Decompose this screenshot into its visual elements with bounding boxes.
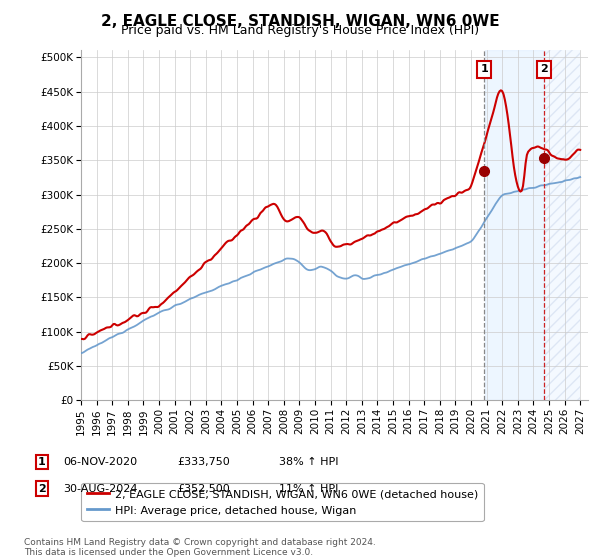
Text: Price paid vs. HM Land Registry's House Price Index (HPI): Price paid vs. HM Land Registry's House … <box>121 24 479 37</box>
Text: 1: 1 <box>481 64 488 74</box>
Text: 2, EAGLE CLOSE, STANDISH, WIGAN, WN6 0WE: 2, EAGLE CLOSE, STANDISH, WIGAN, WN6 0WE <box>101 14 499 29</box>
Text: 1: 1 <box>38 457 46 467</box>
Text: 2: 2 <box>38 484 46 494</box>
Legend: 2, EAGLE CLOSE, STANDISH, WIGAN, WN6 0WE (detached house), HPI: Average price, d: 2, EAGLE CLOSE, STANDISH, WIGAN, WN6 0WE… <box>82 483 484 521</box>
Text: 30-AUG-2024: 30-AUG-2024 <box>63 484 137 494</box>
Text: £352,500: £352,500 <box>177 484 230 494</box>
Text: Contains HM Land Registry data © Crown copyright and database right 2024.
This d: Contains HM Land Registry data © Crown c… <box>24 538 376 557</box>
Text: 2: 2 <box>540 64 548 74</box>
Text: 38% ↑ HPI: 38% ↑ HPI <box>279 457 338 467</box>
Text: 06-NOV-2020: 06-NOV-2020 <box>63 457 137 467</box>
Text: 11% ↑ HPI: 11% ↑ HPI <box>279 484 338 494</box>
Text: £333,750: £333,750 <box>177 457 230 467</box>
